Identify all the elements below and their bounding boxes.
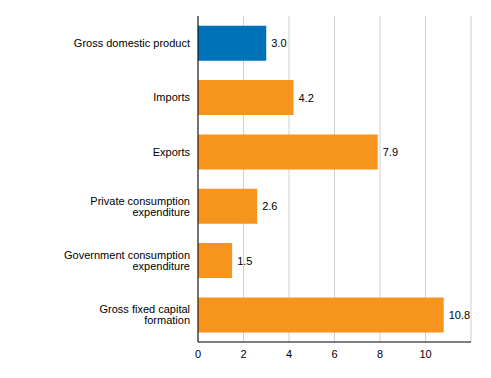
svg-text:1.5: 1.5 [237,255,252,267]
svg-text:Government consumptionexpendit: Government consumptionexpenditure [64,249,190,272]
svg-text:0: 0 [195,348,201,360]
svg-text:Gross fixed capitalformation: Gross fixed capitalformation [100,303,190,326]
svg-text:8: 8 [377,348,383,360]
svg-text:2.6: 2.6 [262,200,277,212]
svg-text:4: 4 [286,348,292,360]
svg-text:Imports: Imports [153,91,190,103]
svg-text:Exports: Exports [153,146,191,158]
svg-text:6: 6 [331,348,337,360]
svg-text:Gross domestic product: Gross domestic product [74,37,190,49]
svg-text:4.2: 4.2 [299,92,314,104]
svg-text:7.9: 7.9 [383,146,398,158]
svg-text:10: 10 [419,348,431,360]
svg-text:Private consumptionexpenditure: Private consumptionexpenditure [90,195,190,218]
svg-text:3.0: 3.0 [271,37,286,49]
svg-text:10.8: 10.8 [449,309,470,321]
svg-text:2: 2 [240,348,246,360]
